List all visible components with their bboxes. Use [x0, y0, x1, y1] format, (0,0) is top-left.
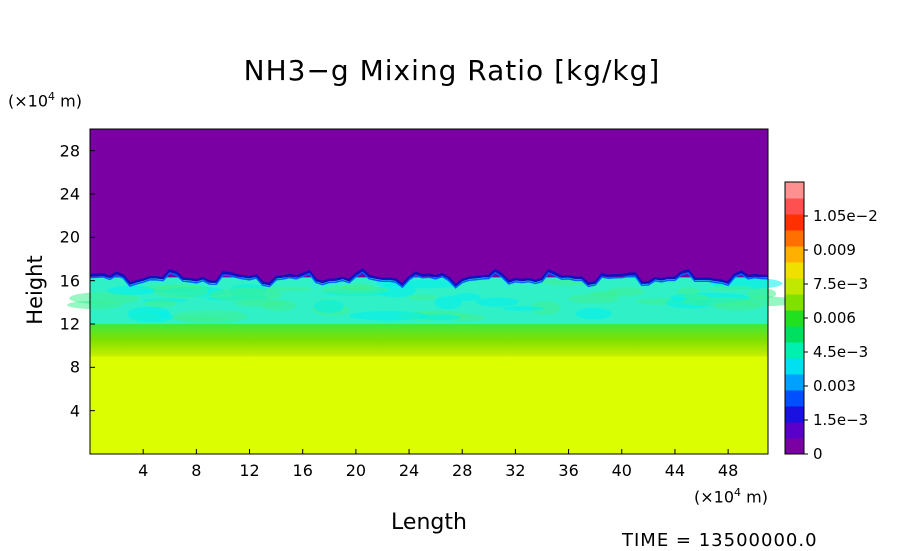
x-tick-label: 44 — [664, 461, 686, 480]
colorbar-segment — [785, 262, 804, 279]
colorbar-tick-label: 1.5e−3 — [813, 411, 869, 429]
y-tick-label: 20 — [59, 227, 80, 247]
y-tick-label: 8 — [69, 357, 80, 377]
colorbar-segment — [785, 310, 804, 327]
x-tick-label: 40 — [611, 461, 632, 480]
colorbar-tick-label: 0.006 — [813, 309, 856, 327]
x-tick-label: 32 — [505, 461, 526, 480]
mixing-patch — [746, 288, 777, 299]
mixing-patch — [502, 306, 545, 311]
y-axis-unit: (×104 m) — [8, 90, 82, 111]
mixing-patch — [209, 288, 283, 302]
mixing-patch — [107, 285, 155, 296]
boundary-line-dark — [89, 268, 769, 287]
mixing-patch — [568, 293, 620, 304]
mixing-patch — [607, 286, 645, 297]
mixing-patch — [575, 307, 612, 320]
colorbar-segment — [785, 374, 804, 391]
colorbar-segment — [785, 358, 804, 375]
mixing-patch — [680, 297, 753, 306]
colorbar-segment — [785, 246, 804, 263]
colorbar-segment — [785, 278, 804, 295]
colorbar-segment — [785, 326, 804, 343]
colorbar-segment — [785, 390, 804, 407]
x-tick-label: 12 — [239, 461, 260, 480]
x-tick-label: 48 — [717, 461, 739, 480]
colorbar-tick-label: 0.003 — [813, 377, 856, 395]
colorbar-segment — [785, 294, 804, 311]
mixing-patch — [69, 292, 140, 305]
x-tick-label: 36 — [558, 461, 579, 480]
colorbar-tick-label: 0 — [813, 445, 823, 463]
colorbar-segment — [785, 230, 804, 247]
colorbar-tick-label: 1.05e−2 — [813, 207, 878, 225]
x-tick-label: 28 — [452, 461, 473, 480]
field-band-0 — [90, 356, 768, 454]
colorbar-segment — [785, 182, 804, 199]
colorbar-segment — [785, 198, 804, 215]
x-tick-label: 20 — [345, 461, 367, 480]
mixing-patch — [475, 297, 519, 307]
colorbar-tick-label: 0.009 — [813, 241, 856, 259]
x-axis-label: Length — [391, 510, 467, 535]
mixing-patch — [127, 306, 171, 320]
mixing-patch — [144, 299, 178, 308]
y-tick-label: 12 — [59, 314, 80, 334]
x-tick-label: 8 — [191, 461, 202, 480]
mixing-patch — [709, 285, 754, 291]
x-tick-label: 16 — [292, 461, 313, 480]
chart-title: NH3−g Mixing Ratio [kg/kg] — [243, 54, 661, 87]
boundary-line-blue — [89, 271, 769, 289]
colorbar-tick-label: 7.5e−3 — [813, 275, 869, 293]
mixing-patch — [434, 296, 462, 310]
y-tick-label: 28 — [59, 141, 80, 161]
colorbar-segment — [785, 406, 804, 423]
mixing-patch — [172, 316, 231, 321]
plot-frame — [89, 128, 769, 455]
y-tick-label: 24 — [59, 184, 80, 204]
colorbar-segment — [785, 422, 804, 439]
x-tick-label: 4 — [138, 461, 149, 480]
x-tick-label: 24 — [398, 461, 420, 480]
mixing-patch — [349, 310, 428, 321]
mixing-patch — [262, 299, 297, 312]
y-tick-label: 4 — [69, 401, 80, 421]
colorbar-segment — [785, 214, 804, 231]
mixing-patch — [676, 287, 700, 296]
colorbar-segment — [785, 342, 804, 359]
colorbar-tick-label: 4.5e−3 — [813, 343, 869, 361]
mixing-patch — [153, 284, 209, 298]
mixing-patch — [397, 279, 459, 289]
field-band-1 — [90, 324, 768, 357]
mixing-patch — [417, 314, 461, 321]
mixing-patch — [530, 301, 561, 315]
mixing-patch — [342, 283, 374, 291]
mixing-patch — [375, 283, 417, 298]
time-label: TIME = 13500000.0 — [622, 530, 818, 551]
y-tick-label: 16 — [59, 271, 80, 291]
mixing-patch — [314, 299, 344, 314]
upper-region — [90, 129, 768, 286]
colorbar-segment — [785, 438, 804, 455]
mixing-patch — [409, 294, 436, 301]
mixing-patch — [453, 293, 481, 302]
x-axis-unit: (×104 m) — [694, 486, 768, 507]
